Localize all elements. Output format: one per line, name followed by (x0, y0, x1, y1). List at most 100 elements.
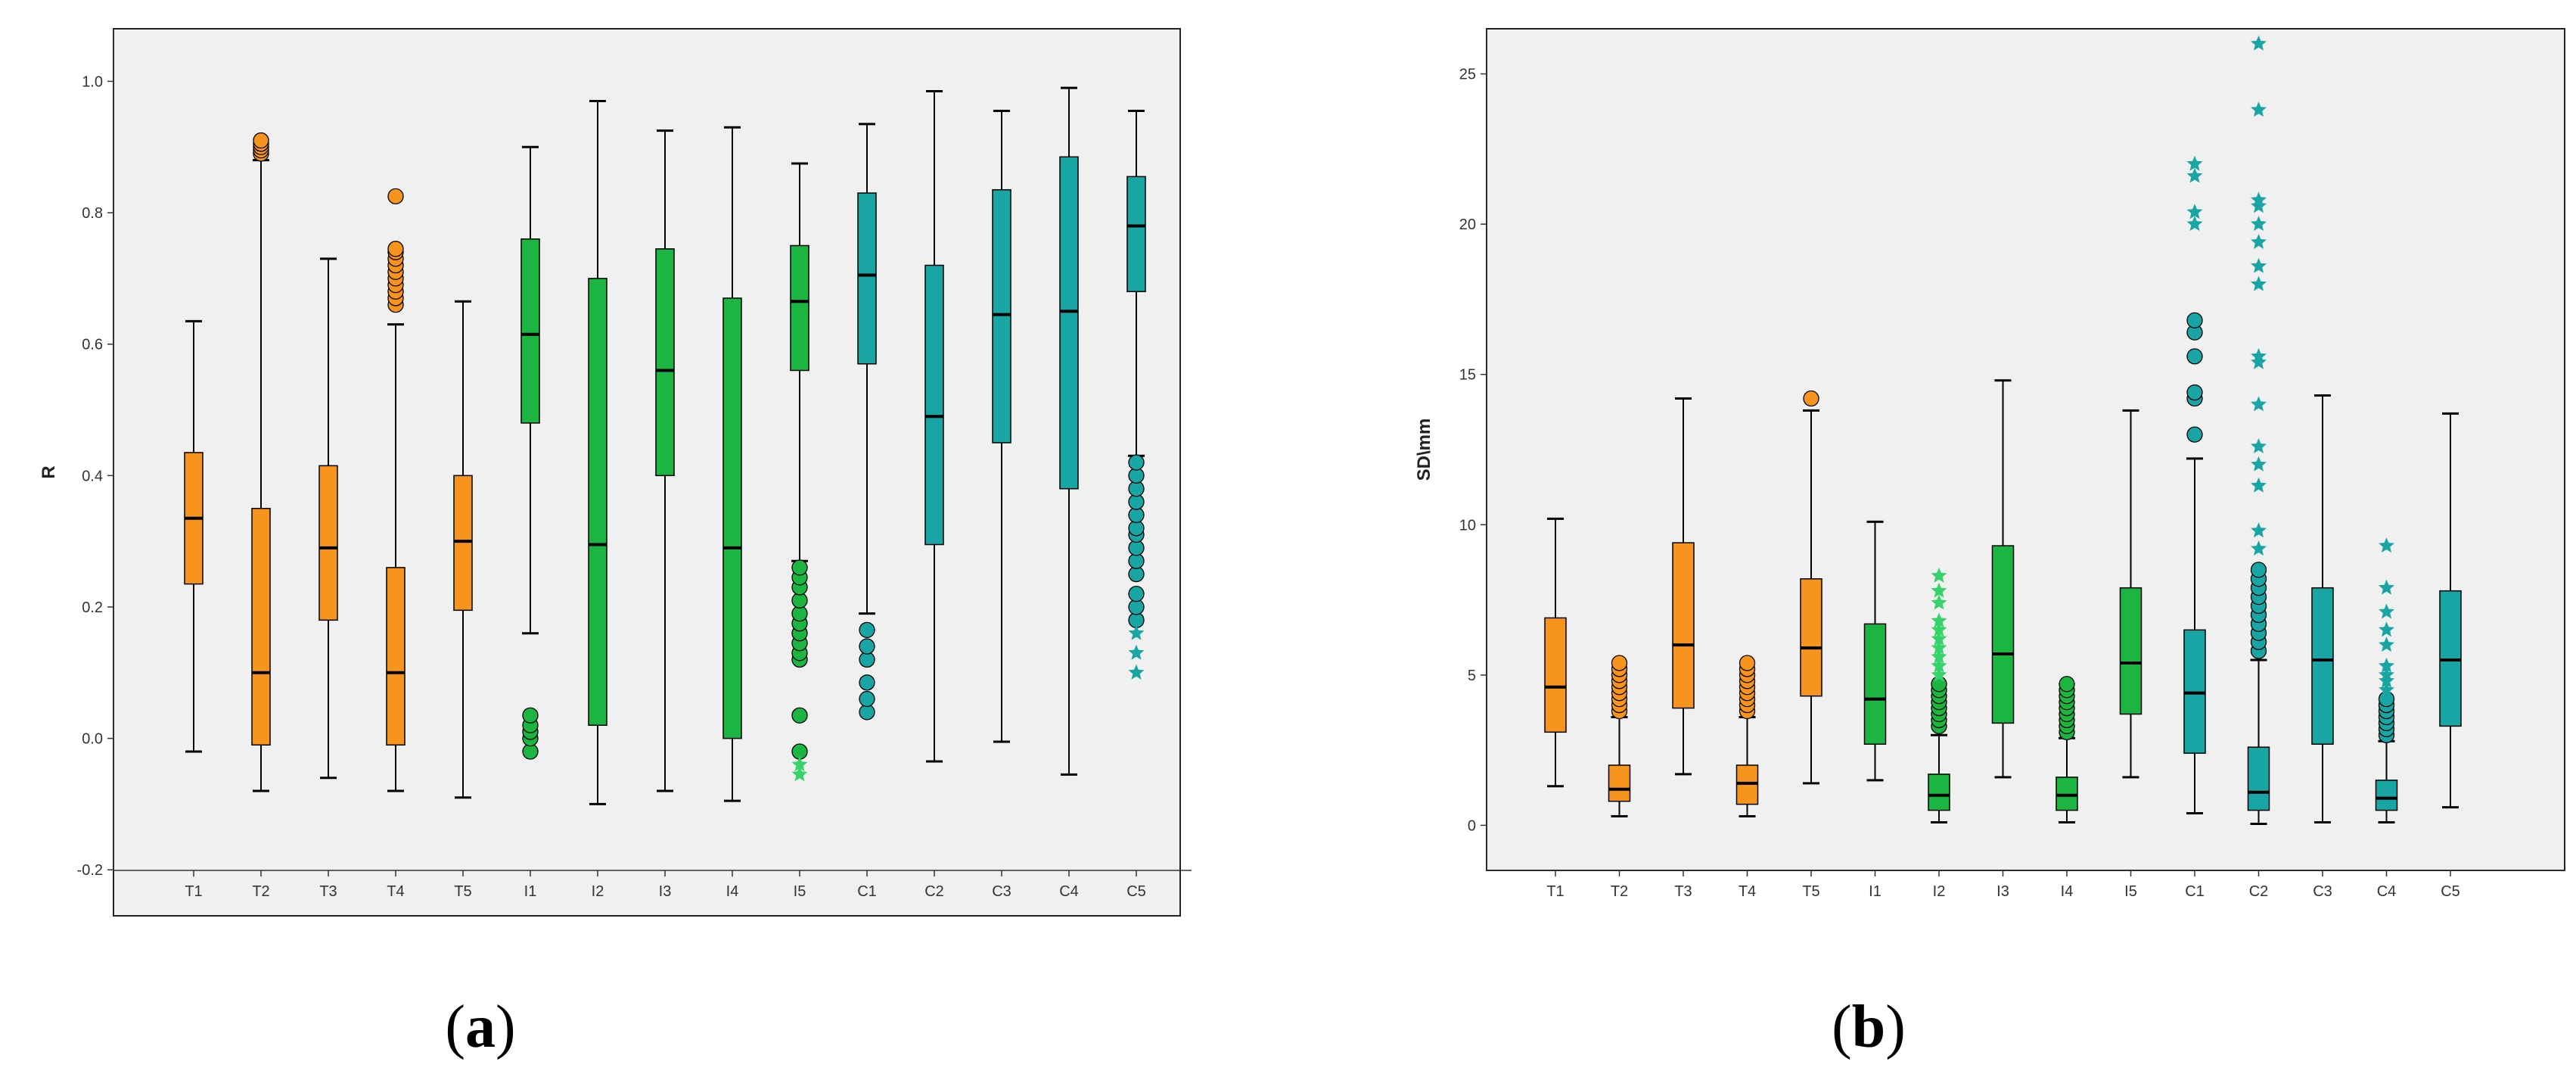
outlier-point (859, 674, 875, 691)
x-tick-label: I3 (1996, 883, 2009, 900)
extreme-point (2251, 353, 2267, 369)
box-group-i4 (722, 126, 742, 802)
x-tick-label: I1 (524, 883, 537, 900)
x-tick-label: T5 (454, 883, 471, 900)
box-group-c1 (857, 123, 877, 721)
outlier-point (387, 188, 404, 205)
x-tick-label: T4 (387, 883, 404, 900)
iqr-box (2375, 780, 2398, 811)
extreme-point (2251, 540, 2267, 556)
y-tick-label: 10 (1459, 517, 1476, 534)
chart-panel-a: -0.2 0.0 0.2 0.4 0.6 0.8 1.0 R T1 T2 T3 T4 T5 I1 I2 I3 I… (39, 28, 1192, 917)
extreme-point (1931, 612, 1947, 628)
iqr-box (319, 465, 338, 621)
iqr-box (2247, 746, 2270, 811)
box-group-t4 (1735, 655, 1759, 818)
extreme-point (2379, 537, 2394, 553)
box-group-i2 (588, 99, 607, 805)
outlier-point (2186, 312, 2203, 328)
x-tick-label: C4 (2377, 883, 2397, 900)
extreme-point (2251, 276, 2267, 291)
extreme-point (2251, 522, 2267, 538)
outlier-point (2186, 426, 2203, 443)
iqr-box (722, 297, 742, 739)
x-tick-label: C5 (1126, 883, 1146, 900)
y-tick-label: 0 (1468, 817, 1476, 834)
iqr-box (924, 264, 944, 546)
extreme-point (2251, 35, 2267, 51)
box-group-i2 (1928, 567, 1950, 823)
extreme-point (791, 766, 808, 782)
box-group-t2 (251, 132, 271, 792)
extreme-point (1931, 630, 1947, 646)
iqr-box (1544, 617, 1567, 733)
extreme-point (2379, 657, 2394, 673)
iqr-box (1863, 623, 1887, 745)
outlier-point (859, 690, 875, 708)
box-group-t1 (1544, 517, 1567, 788)
box-group-i5 (2119, 409, 2143, 779)
outlier-point (387, 241, 404, 257)
extreme-point (2251, 101, 2267, 117)
iqr-box (790, 244, 809, 372)
panel-b-caption-letter: b (1852, 994, 1886, 1060)
extreme-point (1931, 666, 1947, 682)
y-tick-label: 5 (1468, 668, 1476, 684)
iqr-box (588, 278, 607, 726)
x-tick-label: T2 (252, 883, 269, 900)
outlier-point (2186, 384, 2203, 401)
box-group-c2 (2247, 35, 2270, 825)
extreme-point (2186, 167, 2203, 183)
extreme-point (2251, 198, 2267, 213)
box-group-t4 (386, 188, 406, 792)
box-group-i4 (2056, 676, 2078, 823)
y-tick-label: 0.0 (82, 731, 103, 748)
x-tick-label: I2 (1933, 883, 1946, 900)
iqr-box (386, 567, 406, 746)
extreme-point (2379, 666, 2394, 682)
extreme-point (2251, 234, 2267, 249)
x-tick-label: C4 (1059, 883, 1079, 900)
box-group-i3 (1991, 379, 2015, 779)
y-tick-label: -0.2 (77, 862, 103, 879)
outlier-point (859, 621, 875, 639)
box-group-c1 (2183, 155, 2206, 815)
x-tick-label: I3 (659, 883, 672, 900)
x-tick-label: C3 (2313, 883, 2332, 900)
extreme-point (2251, 191, 2267, 207)
outlier-point (859, 638, 875, 655)
y-axis-title: SD\mm (1414, 419, 1434, 481)
iqr-box (251, 507, 271, 746)
x-tick-label: I5 (794, 883, 806, 900)
iqr-box (2119, 587, 2143, 715)
iqr-box (1800, 578, 1822, 697)
extreme-point (2251, 438, 2267, 453)
outlier-point (2250, 562, 2267, 578)
x-tick-label: T3 (1674, 883, 1692, 900)
extreme-point (2379, 672, 2394, 688)
box-group-t3 (319, 257, 338, 780)
extreme-point (1128, 624, 1145, 640)
panel-b-caption: (b) (1832, 994, 1906, 1060)
extreme-point (791, 756, 808, 772)
iqr-box (520, 238, 540, 424)
extreme-point (2379, 681, 2394, 697)
iqr-box (1059, 156, 1079, 490)
x-tick-label: T1 (1546, 883, 1564, 900)
outlier-point (1803, 390, 1819, 407)
outlier-point (522, 707, 539, 724)
extreme-point (1128, 664, 1145, 680)
outlier-point (253, 132, 269, 149)
iqr-box (1608, 764, 1631, 802)
iqr-box (1672, 542, 1695, 709)
outlier-point (1739, 655, 1756, 671)
box-group-t1 (184, 319, 204, 753)
y-tick-label: 15 (1459, 367, 1476, 384)
box-group-c4 (2375, 537, 2398, 823)
x-tick-label: C1 (2185, 883, 2205, 900)
y-tick-label: 25 (1459, 67, 1476, 83)
y-tick-label: 1.0 (82, 73, 103, 90)
x-tick-label: I2 (592, 883, 604, 900)
chart-panel-b: 0 5 10 15 20 25 SD\mm T1 T2 T3 T4 T5 I1 I2 I3 I4 I5 C1 C2 C… (1414, 28, 2565, 900)
extreme-point (2251, 456, 2267, 472)
